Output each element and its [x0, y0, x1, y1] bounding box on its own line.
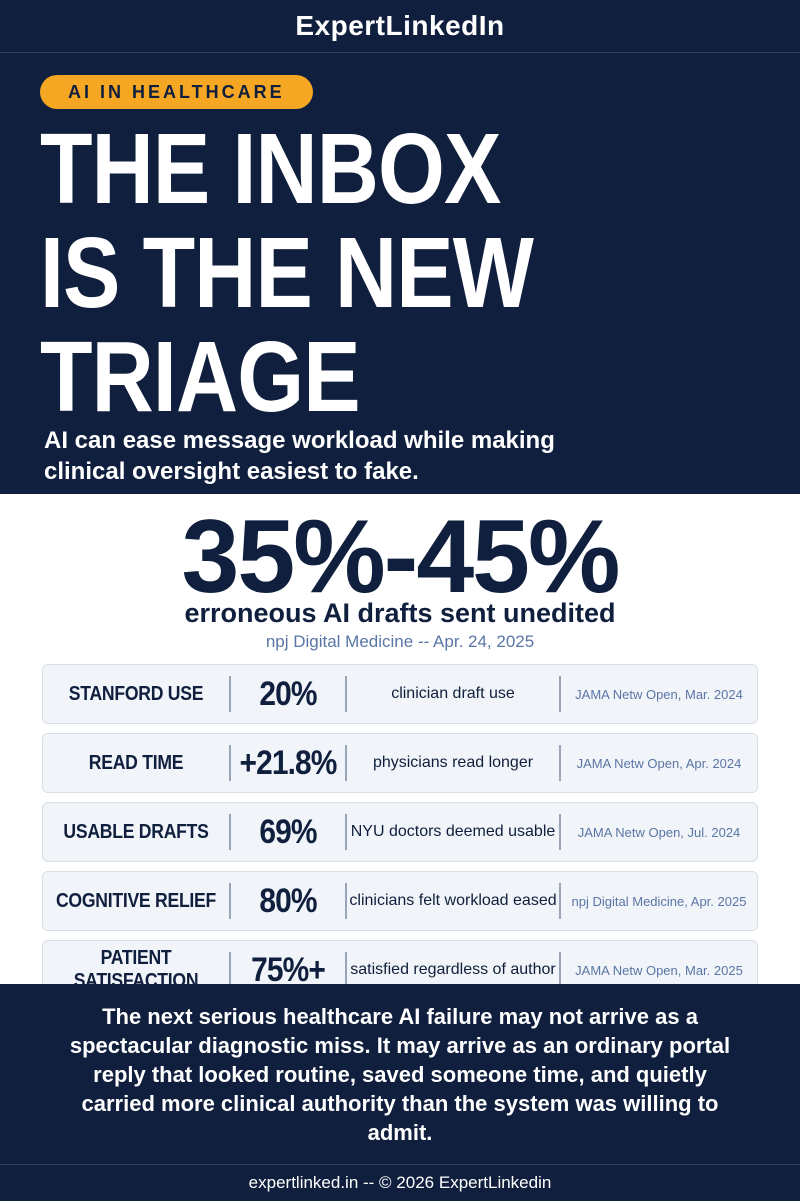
- stat-source: JAMA Netw Open, Mar. 2024: [575, 686, 743, 702]
- footer: expertlinked.in -- © 2026 ExpertLinkedin: [0, 1164, 800, 1201]
- stat-label: COGNITIVE RELIEF: [55, 889, 217, 912]
- category-tag: AI IN HEALTHCARE: [40, 75, 313, 109]
- divider: [559, 745, 561, 781]
- stat-row-usable-drafts: USABLE DRAFTS 69% NYU doctors deemed usa…: [42, 802, 758, 862]
- stat-value: 75%+: [251, 950, 326, 989]
- divider: [229, 883, 231, 919]
- stat-label: READ TIME: [88, 751, 184, 774]
- brand-title: ExpertLinkedIn: [295, 10, 505, 41]
- stat-source: JAMA Netw Open, Apr. 2024: [576, 755, 742, 771]
- headline: THE INBOX IS THE NEW TRIAGE: [40, 113, 534, 433]
- divider: [229, 676, 231, 712]
- subheadline: AI can ease message workload while makin…: [44, 427, 555, 485]
- divider: [345, 883, 347, 919]
- stat-description: clinician draft use: [391, 685, 515, 702]
- hero-section: AI IN HEALTHCARE THE INBOX IS THE NEW TR…: [0, 53, 800, 494]
- closing-section: The next serious healthcare AI failure m…: [0, 984, 800, 1164]
- stat-row-stanford-use: STANFORD USE 20% clinician draft use JAM…: [42, 664, 758, 724]
- divider: [559, 814, 561, 850]
- stat-source: JAMA Netw Open, Mar. 2025: [575, 962, 743, 978]
- stat-value: 69%: [259, 812, 317, 851]
- divider: [345, 952, 347, 988]
- divider: [345, 745, 347, 781]
- closing-statement: The next serious healthcare AI failure m…: [69, 1004, 731, 1145]
- stat-description: NYU doctors deemed usable: [350, 823, 556, 840]
- divider: [559, 952, 561, 988]
- stat-description: physicians read longer: [372, 754, 534, 771]
- highlight-source: npj Digital Medicine -- Apr. 24, 2025: [265, 632, 535, 651]
- divider: [229, 745, 231, 781]
- stat-value: 20%: [259, 674, 317, 713]
- divider: [345, 676, 347, 712]
- stat-label: STANFORD USE: [68, 682, 204, 705]
- footer-text: expertlinked.in -- © 2026 ExpertLinkedin: [248, 1173, 552, 1192]
- stat-source: npj Digital Medicine, Apr. 2025: [571, 893, 747, 909]
- divider: [559, 883, 561, 919]
- top-bar: ExpertLinkedIn: [0, 0, 800, 53]
- stats-section: 35%-45% erroneous AI drafts sent unedite…: [0, 494, 800, 1000]
- stat-value: +21.8%: [239, 743, 337, 782]
- divider: [229, 814, 231, 850]
- stat-rows: STANFORD USE 20% clinician draft use JAM…: [42, 664, 758, 1009]
- stat-label: USABLE DRAFTS: [63, 820, 209, 843]
- divider: [345, 814, 347, 850]
- stat-row-read-time: READ TIME +21.8% physicians read longer …: [42, 733, 758, 793]
- highlight-value: 35%-45%: [181, 499, 621, 615]
- stat-description: clinicians felt workload eased: [349, 892, 557, 909]
- divider: [559, 676, 561, 712]
- stat-source: JAMA Netw Open, Jul. 2024: [577, 824, 741, 840]
- stat-value: 80%: [259, 881, 317, 920]
- divider: [229, 952, 231, 988]
- stat-row-cognitive-relief: COGNITIVE RELIEF 80% clinicians felt wor…: [42, 871, 758, 931]
- highlight-caption: erroneous AI drafts sent unedited: [184, 598, 616, 628]
- stat-description: satisfied regardless of author: [350, 961, 556, 978]
